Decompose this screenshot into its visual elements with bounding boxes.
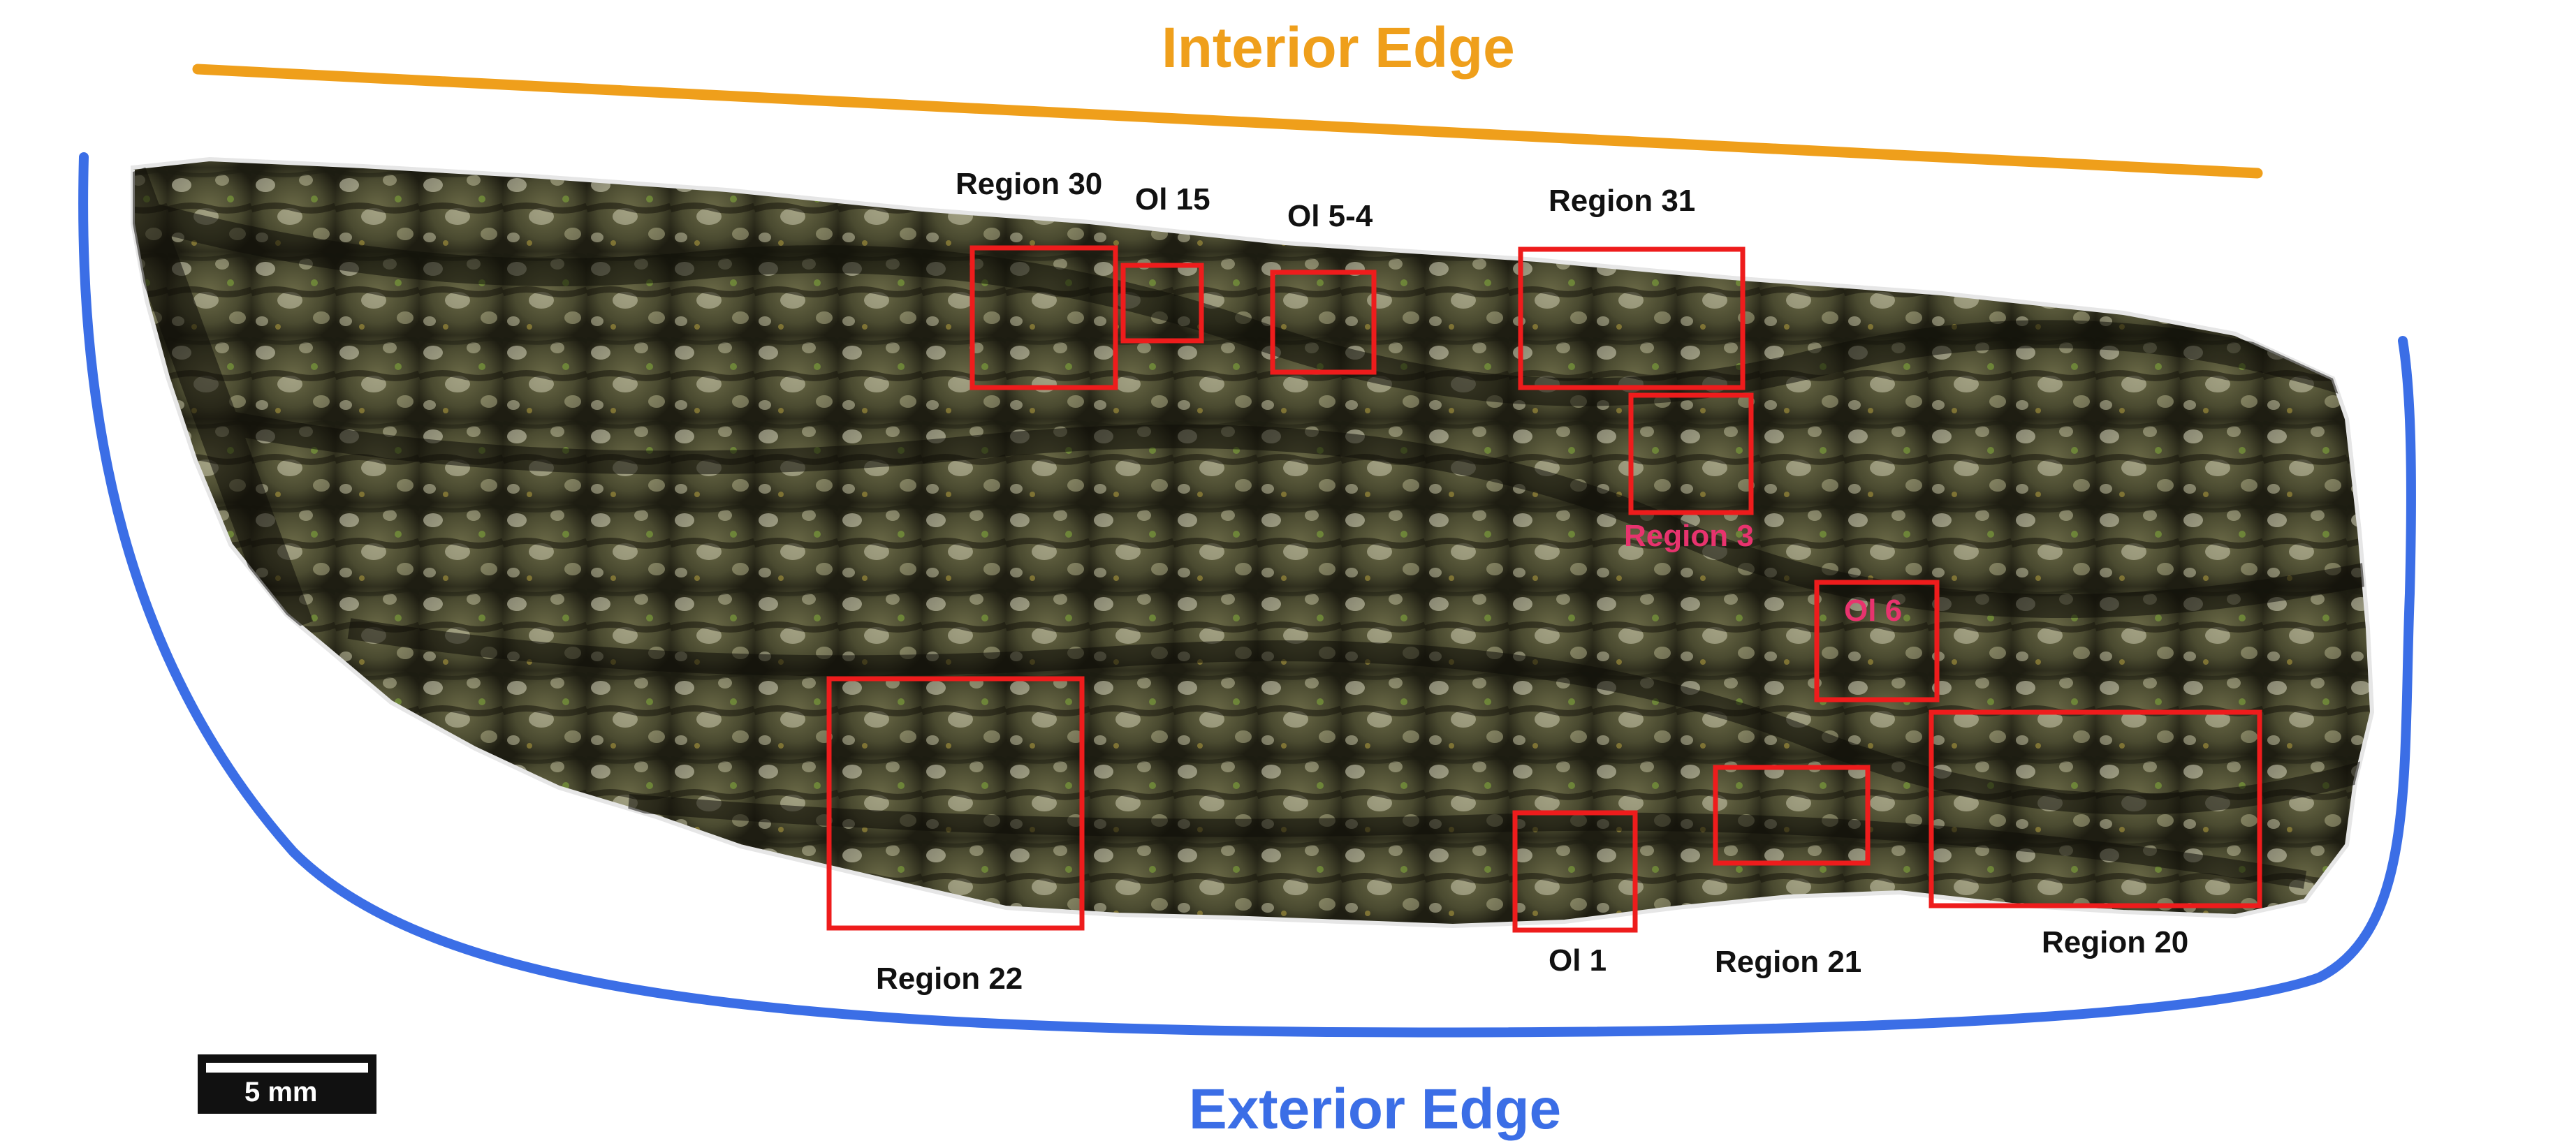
region-30-box — [969, 245, 1118, 390]
region-31-label: Region 31 — [1549, 184, 1696, 218]
region-21-box — [1713, 765, 1871, 866]
region-30-label: Region 30 — [956, 167, 1103, 201]
region-22-box — [826, 676, 1085, 931]
region-20-label: Region 20 — [2042, 925, 2189, 959]
interior-edge-line — [192, 64, 2263, 179]
scale-bar — [198, 1054, 376, 1114]
rock-thin-section — [131, 156, 2375, 929]
ol-5-4-box — [1270, 270, 1377, 375]
region-20-box — [1929, 709, 2262, 908]
ol-15-label: Ol 15 — [1135, 182, 1210, 216]
ol-5-4-label: Ol 5-4 — [1287, 199, 1373, 233]
interior-edge-title: Interior Edge — [1162, 16, 1515, 80]
region-3-box — [1628, 392, 1754, 515]
region-22-label: Region 22 — [876, 962, 1023, 996]
exterior-edge-title: Exterior Edge — [1189, 1077, 1562, 1141]
scale-bar-label: 5 mm — [244, 1077, 318, 1107]
ol-6-label: Ol 6 — [1844, 594, 1903, 628]
ol-6-box — [1814, 580, 1940, 702]
ol-1-box — [1512, 810, 1638, 933]
region-3-label: Region 3 — [1624, 519, 1754, 553]
ol-15-box — [1120, 263, 1204, 344]
exterior-edge-curve — [78, 152, 2416, 1038]
ol-1-label: Ol 1 — [1549, 943, 1607, 978]
region-21-label: Region 21 — [1715, 945, 1862, 979]
region-31-box — [1518, 246, 1746, 390]
